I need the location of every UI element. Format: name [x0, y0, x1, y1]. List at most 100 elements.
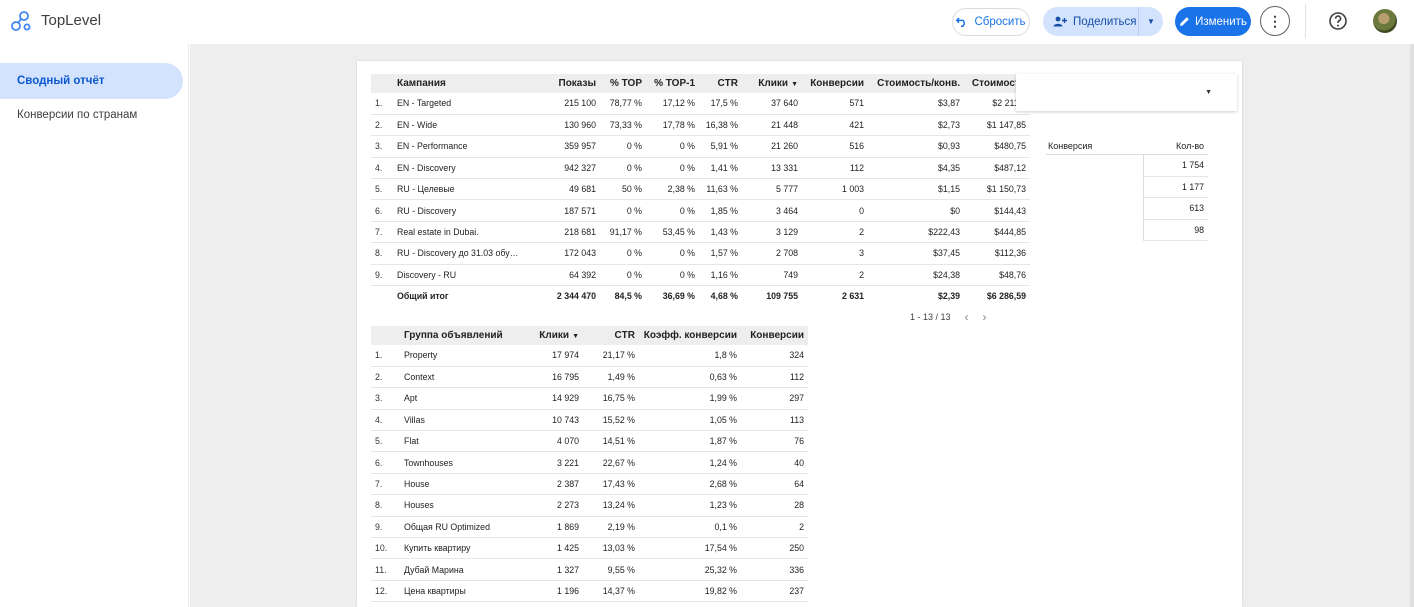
table-row[interactable]: 9. Общая RU Optimized 1 869 2,19 % 0,1 % 2 — [371, 516, 808, 539]
table-row[interactable]: 1. EN - Targeted 215 100 78,77 % 17,12 % 17,5… — [371, 93, 1030, 115]
edit-button[interactable]: Изменить — [1175, 7, 1251, 36]
ctr-cell: 9,55 % — [583, 558, 639, 581]
column-header-top[interactable]: % TOP — [600, 74, 646, 93]
conversions-cell: 76 — [741, 430, 808, 453]
clicks-cell: 13 331 — [742, 157, 802, 180]
clicks-cell: 10 743 — [515, 409, 583, 432]
conversions-cell: 336 — [741, 558, 808, 581]
column-header-count[interactable]: Кол-во — [1176, 140, 1204, 151]
sidebar-item-summary-report[interactable]: Сводный отчёт — [0, 63, 183, 99]
column-header-conversion[interactable]: Конверсия — [1048, 140, 1093, 151]
total-cost-per-conversion-cell: $2,39 — [937, 291, 960, 302]
table-row[interactable]: 1 754 — [1046, 155, 1208, 177]
table-row[interactable]: 7. Real estate in Dubai. 218 681 91,17 % 53,… — [371, 221, 1030, 244]
user-avatar[interactable] — [1373, 9, 1397, 33]
table-row[interactable]: 2. EN - Wide 130 960 73,33 % 17,78 % 16,38 % 2… — [371, 114, 1030, 137]
prev-page-icon[interactable]: ‹ — [964, 310, 969, 324]
conversions-cell: 28 — [741, 494, 808, 517]
column-header-ctr[interactable]: CTR — [699, 74, 742, 93]
column-header-conversion-rate[interactable]: Коэфф. конверсии — [639, 326, 741, 345]
campaign-name-cell: RU - Discovery — [393, 199, 524, 222]
clicks-cell: 749 — [742, 264, 802, 287]
column-header-conversions[interactable]: Конверсии — [802, 74, 868, 93]
column-header-ctr[interactable]: CTR — [583, 326, 639, 345]
filter-dropdown[interactable]: ▼ — [1016, 74, 1237, 111]
table-row[interactable]: 8. Houses 2 273 13,24 % 1,23 % 28 — [371, 494, 808, 517]
table-row[interactable]: 11. Дубай Марина 1 327 9,55 % 25,32 % 336 — [371, 558, 808, 581]
share-button[interactable]: Поделиться — [1043, 7, 1139, 36]
impressions-cell: 172 043 — [524, 242, 600, 265]
count-cell: 613 — [1143, 198, 1208, 220]
table-row[interactable]: 7. House 2 387 17,43 % 2,68 % 64 — [371, 473, 808, 496]
campaigns-table: Кампания Показы % TOP % TOP-1 CTR Клики ▼… — [371, 74, 1030, 307]
column-header-impressions[interactable]: Показы — [524, 74, 600, 93]
table-row[interactable]: 6. RU - Discovery 187 571 0 % 0 % 1,85 % 3 464… — [371, 199, 1030, 222]
campaign-name-cell: EN - Wide — [393, 114, 524, 137]
conversion-rate-cell: 0,63 % — [639, 366, 741, 389]
impressions-cell: 218 681 — [524, 221, 600, 244]
table-header-row: Кампания Показы % TOP % TOP-1 CTR Клики ▼… — [371, 74, 1030, 93]
campaigns-pagination: 1 - 13 / 13 ‹ › — [910, 310, 987, 324]
table-row[interactable]: 10. Купить квартиру 1 425 13,03 % 17,54 % 250 — [371, 537, 808, 560]
table-row[interactable]: 4. EN - Discovery 942 327 0 % 0 % 1,41 % 13 33… — [371, 157, 1030, 180]
help-icon[interactable] — [1328, 11, 1348, 31]
ad-group-name-cell: Apt — [400, 387, 515, 410]
ad-group-name-cell: House — [400, 473, 515, 496]
clicks-cell: 1 425 — [515, 537, 583, 560]
pagination-range: 1 - 13 / 13 — [910, 312, 951, 322]
top-share-cell: 50 % — [600, 178, 646, 201]
column-header-ad-group[interactable]: Группа объявлений — [400, 326, 515, 345]
clicks-cell: 2 708 — [742, 242, 802, 265]
ad-group-name-cell: Houses — [400, 494, 515, 517]
table-row[interactable]: 8. RU - Discovery до 31.03 обуч... 172 043… — [371, 242, 1030, 265]
table-row[interactable]: 12. Цена квартиры 1 196 14,37 % 19,82 % 237 — [371, 580, 808, 603]
next-page-icon[interactable]: › — [982, 310, 987, 324]
adgroups-table: Группа объявлений Клики ▼ CTR Коэфф. конв… — [371, 326, 808, 603]
table-row[interactable]: 6. Townhouses 3 221 22,67 % 1,24 % 40 — [371, 451, 808, 474]
campaign-name-cell: EN - Performance — [393, 135, 524, 158]
row-index-cell: 3. — [371, 387, 400, 410]
top1-share-cell: 17,78 % — [646, 114, 699, 137]
column-header-clicks-label: Клики — [758, 78, 789, 89]
conversions-cell: 113 — [741, 409, 808, 432]
cost-cell: $444,85 — [964, 221, 1030, 244]
conversions-cell: 0 — [802, 199, 868, 222]
top-share-cell: 91,17 % — [600, 221, 646, 244]
campaign-name-cell: RU - Discovery до 31.03 обуч... — [393, 242, 524, 265]
column-header-clicks[interactable]: Клики ▼ — [515, 326, 583, 345]
table-row[interactable]: 3. EN - Performance 359 957 0 % 0 % 5,91 % 21 … — [371, 135, 1030, 158]
clicks-cell: 3 221 — [515, 451, 583, 474]
clicks-cell: 4 070 — [515, 430, 583, 453]
table-row[interactable]: 2. Context 16 795 1,49 % 0,63 % 112 — [371, 366, 808, 389]
more-options-button[interactable]: ⋮ — [1260, 6, 1290, 36]
table-row[interactable]: 613 — [1046, 198, 1208, 220]
ad-group-name-cell: Общая RU Optimized — [400, 516, 515, 539]
table-row[interactable]: 9. Discovery - RU 64 392 0 % 0 % 1,16 % 749 2 $2… — [371, 264, 1030, 287]
row-index-cell: 11. — [371, 558, 400, 581]
share-dropdown-button[interactable]: ▼ — [1139, 17, 1163, 26]
conversion-rate-cell: 0,1 % — [639, 516, 741, 539]
sidebar-item-conversions-by-country[interactable]: Конверсии по странам — [0, 97, 137, 133]
column-header-campaign[interactable]: Кампания — [393, 74, 524, 93]
column-header-top1[interactable]: % TOP-1 — [646, 74, 699, 93]
column-header-clicks[interactable]: Клики ▼ — [742, 74, 802, 93]
table-row[interactable]: 1 177 — [1046, 176, 1208, 198]
conversions-cell: 324 — [741, 345, 808, 367]
vertical-scrollbar[interactable] — [1410, 44, 1414, 607]
cost-per-conversion-cell: $0,93 — [868, 135, 964, 158]
clicks-cell: 2 387 — [515, 473, 583, 496]
column-header-cost-per-conversion[interactable]: Стоимость/конв. — [868, 74, 964, 93]
column-header-cost[interactable]: Стоимость — [964, 74, 1030, 93]
row-index-cell: 5. — [371, 430, 400, 453]
table-row[interactable]: 4. Villas 10 743 15,52 % 1,05 % 113 — [371, 409, 808, 432]
table-row[interactable]: 5. Flat 4 070 14,51 % 1,87 % 76 — [371, 430, 808, 453]
total-row-index-cell — [371, 286, 393, 307]
column-header-conversions[interactable]: Конверсии — [741, 326, 808, 345]
table-row[interactable]: 3. Apt 14 929 16,75 % 1,99 % 297 — [371, 387, 808, 410]
row-index-cell: 12. — [371, 580, 400, 603]
table-row[interactable]: 1. Property 17 974 21,17 % 1,8 % 324 — [371, 345, 808, 367]
reset-button[interactable]: Сбросить — [952, 8, 1030, 36]
table-row[interactable]: 98 — [1046, 219, 1208, 241]
table-row[interactable]: 5. RU - Целевые 49 681 50 % 2,38 % 11,63 % 5 7… — [371, 178, 1030, 201]
ctr-cell: 15,52 % — [583, 409, 639, 432]
